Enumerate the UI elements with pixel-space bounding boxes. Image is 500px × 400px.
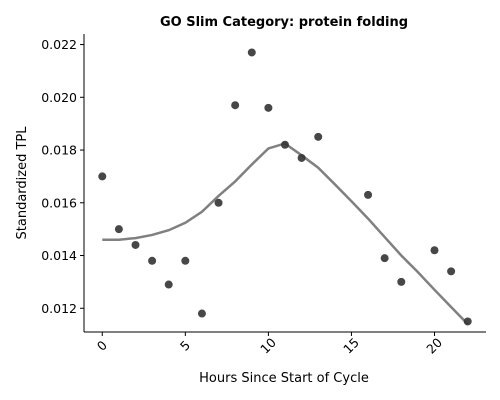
y-tick-label: 0.020: [41, 90, 77, 105]
trend-layer: [102, 142, 469, 325]
y-tick-label: 0.022: [41, 37, 77, 52]
points-layer: [98, 48, 472, 326]
data-point: [98, 172, 107, 181]
x-axis-ticks: 0 5 10 15 20: [94, 332, 445, 357]
x-axis-label: Hours Since Start of Cycle: [199, 371, 369, 386]
data-point: [247, 48, 256, 57]
x-tick-label: 10: [257, 335, 279, 357]
data-point: [231, 101, 240, 110]
trend-line: [102, 142, 469, 325]
x-tick-label: 20: [423, 335, 445, 357]
x-tick-label: 15: [340, 335, 362, 357]
data-point: [214, 198, 223, 207]
y-tick-label: 0.014: [41, 248, 77, 263]
y-axis-label: Standardized TPL: [15, 126, 30, 240]
data-point: [164, 280, 173, 289]
data-point: [264, 103, 273, 112]
data-point: [314, 132, 323, 141]
plot-area: [98, 48, 472, 326]
y-tick-label: 0.018: [41, 143, 77, 158]
y-tick-label: 0.016: [41, 195, 77, 210]
data-point: [181, 256, 190, 265]
data-point: [380, 254, 389, 263]
x-tick-label: 0: [94, 337, 110, 353]
data-point: [148, 256, 157, 265]
data-point: [364, 190, 373, 199]
data-point: [281, 140, 289, 149]
data-point: [463, 317, 472, 326]
chart-title: GO Slim Category: protein folding: [160, 15, 408, 30]
x-tick-label: 5: [177, 338, 193, 354]
data-point: [197, 309, 206, 318]
data-point: [297, 153, 306, 162]
data-point: [447, 267, 456, 276]
data-point: [430, 246, 439, 255]
y-axis-ticks: 0.012 0.014 0.016 0.018 0.020 0.022: [41, 37, 84, 316]
data-point: [397, 277, 406, 286]
data-point: [114, 225, 123, 234]
y-tick-label: 0.012: [41, 301, 77, 316]
data-point: [131, 240, 140, 249]
